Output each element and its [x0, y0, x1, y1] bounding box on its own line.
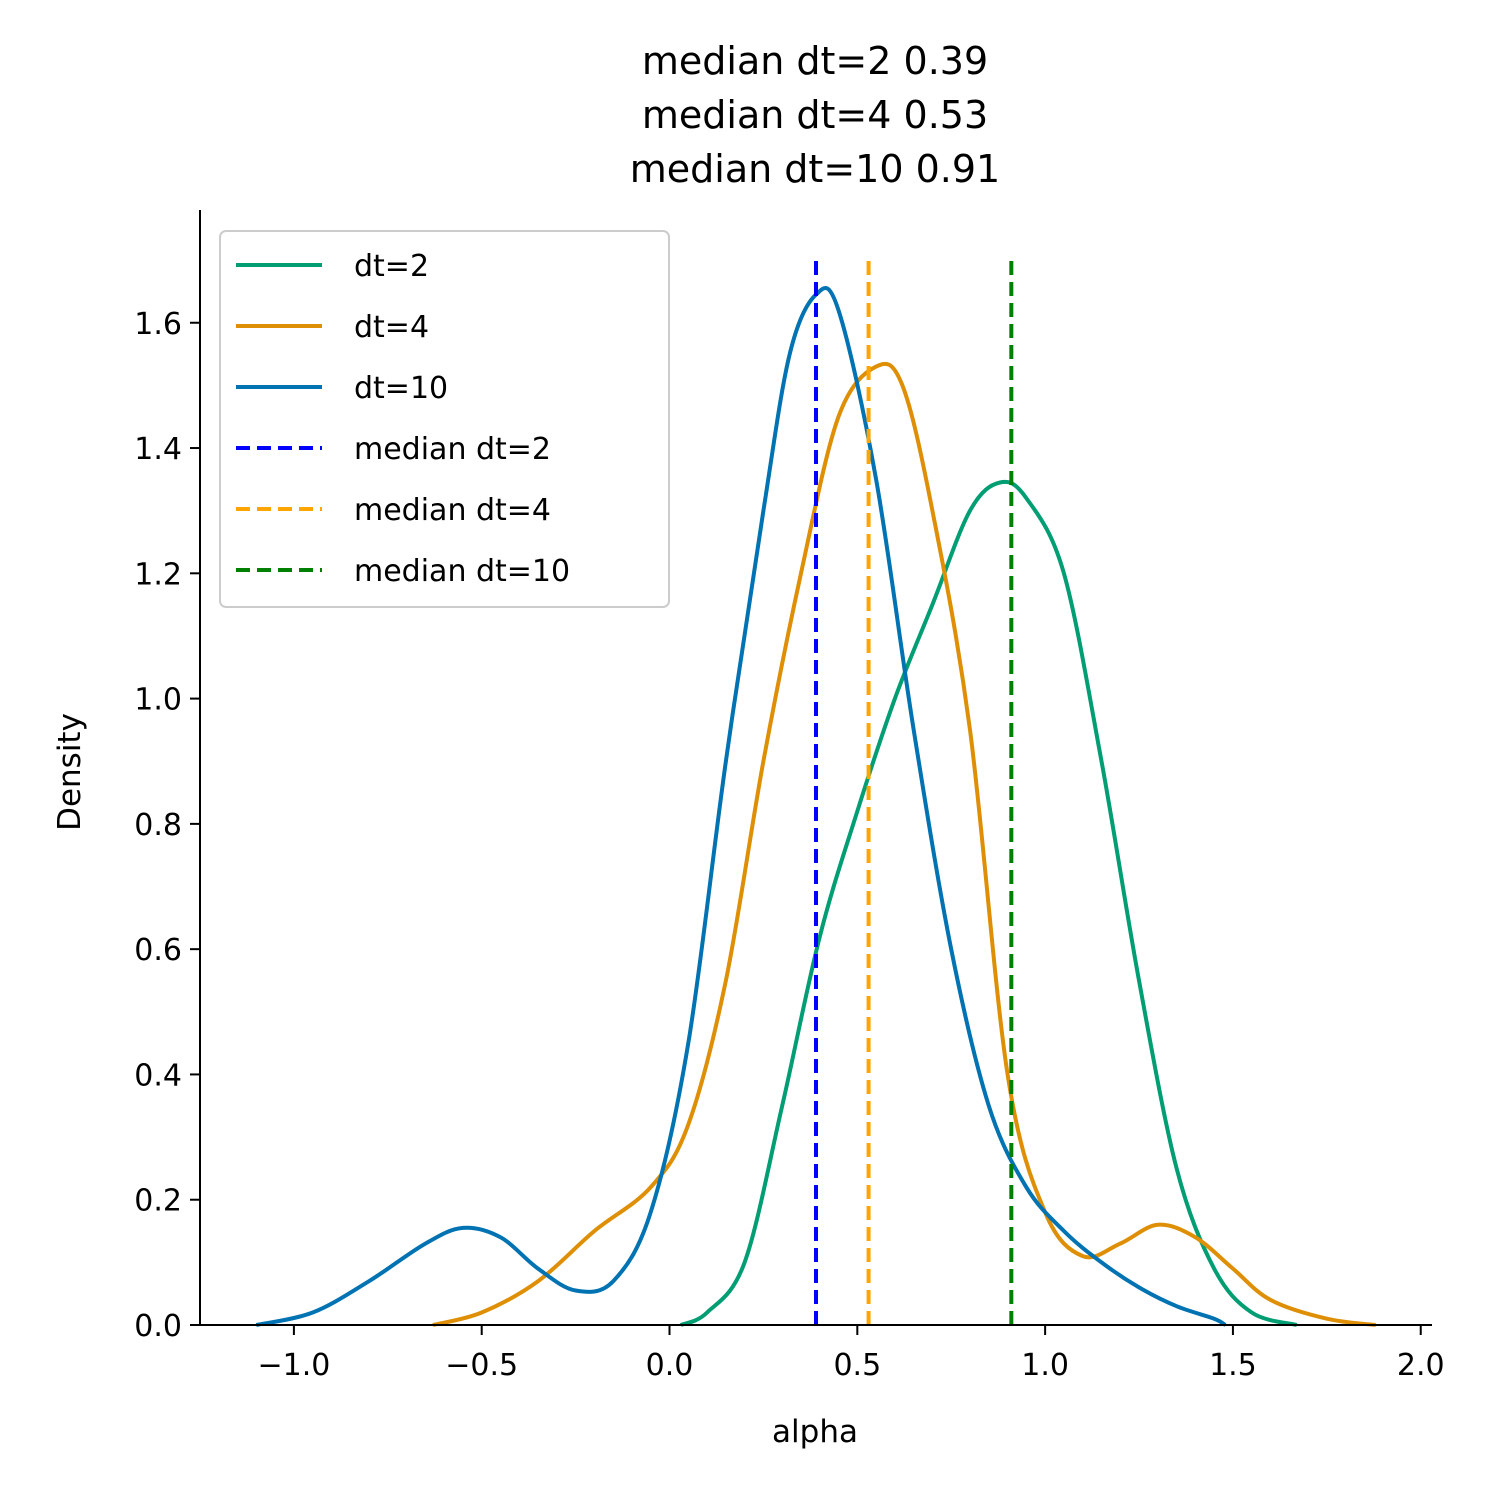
- legend-label: median dt=4: [354, 493, 551, 528]
- x-axis-ticks: −1.0 −0.5 0.0 0.5 1.0 1.5 2.0: [257, 1325, 1445, 1383]
- x-tick-label: 0.5: [833, 1348, 881, 1383]
- y-tick-label: 1.6: [134, 307, 182, 342]
- y-tick-label: 1.0: [134, 683, 182, 718]
- y-tick-label: 0.8: [134, 808, 182, 843]
- y-tick-label: 0.4: [134, 1058, 182, 1093]
- x-tick-label: 1.0: [1021, 1348, 1069, 1383]
- legend: dt=2 dt=4 dt=10 median dt=2 median dt=4 media…: [219, 230, 670, 608]
- legend-frame: [219, 230, 670, 608]
- chart-title: median dt=2 0.39 median dt=4 0.53 median d…: [630, 39, 1000, 191]
- kde-curve-dt-2: [679, 479, 1298, 1327]
- legend-label: median dt=2: [354, 432, 551, 467]
- y-tick-label: 0.2: [134, 1184, 182, 1219]
- x-tick-label: −1.0: [257, 1348, 330, 1383]
- legend-label: dt=2: [354, 249, 429, 284]
- y-tick-label: 0.0: [134, 1309, 182, 1344]
- x-tick-label: 2.0: [1397, 1348, 1445, 1383]
- title-line-1: median dt=2 0.39: [642, 39, 988, 83]
- y-tick-label: 0.6: [134, 933, 182, 968]
- y-axis-ticks: 0.0 0.2 0.4 0.6 0.8 1.0 1.2 1.4 1.6: [134, 307, 200, 1344]
- title-line-3: median dt=10 0.91: [630, 147, 1000, 191]
- x-tick-label: 0.0: [646, 1348, 694, 1383]
- kde-curve-dt-4: [432, 361, 1376, 1327]
- title-line-2: median dt=4 0.53: [642, 93, 988, 137]
- median-lines: [814, 260, 1014, 1325]
- x-axis-label: alpha: [772, 1414, 858, 1450]
- plot-area: [255, 260, 1376, 1327]
- kde-curves: [255, 286, 1376, 1327]
- legend-label: dt=10: [354, 371, 448, 406]
- axes-spines: [199, 210, 1432, 1326]
- legend-label: dt=4: [354, 310, 429, 345]
- y-axis-label: Density: [52, 713, 88, 831]
- x-tick-label: 1.5: [1209, 1348, 1257, 1383]
- kde-curve-dt-10: [255, 286, 1227, 1327]
- x-tick-label: −0.5: [445, 1348, 518, 1383]
- y-tick-label: 1.4: [134, 432, 182, 467]
- y-tick-label: 1.2: [134, 557, 182, 592]
- legend-label: median dt=10: [354, 554, 570, 589]
